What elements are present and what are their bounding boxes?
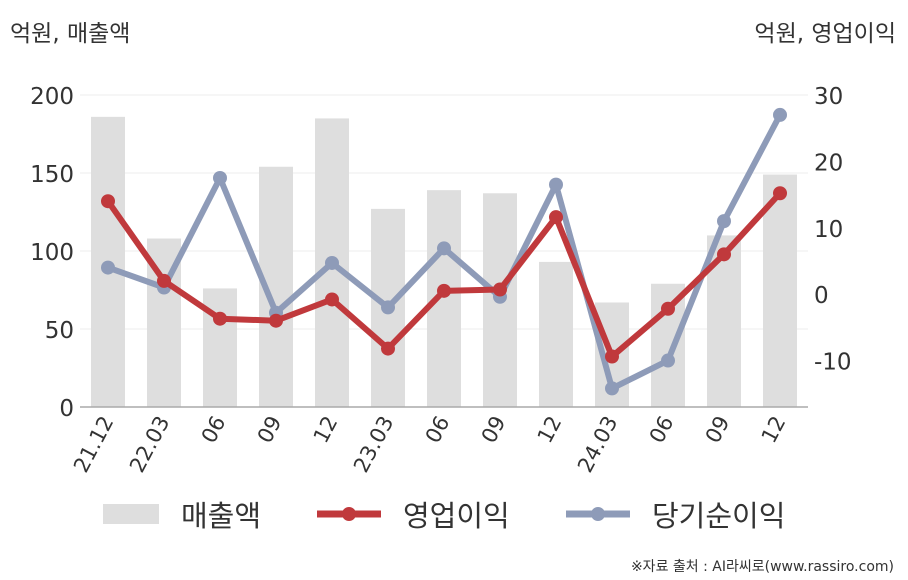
net-income-point [325, 255, 339, 270]
net-income-point [549, 177, 563, 192]
revenue-bar [203, 288, 237, 407]
left-tick-label: 50 [45, 318, 74, 344]
right-tick-label: 20 [814, 150, 843, 176]
x-tick-label: 12 [309, 412, 343, 447]
net-income-point [661, 353, 675, 368]
net-income-point [381, 300, 395, 315]
left-tick-label: 150 [30, 162, 74, 188]
legend-bar-swatch [103, 504, 159, 524]
right-tick-label: 10 [814, 217, 843, 243]
net-income-point [101, 260, 115, 275]
operating-profit-point [101, 194, 115, 209]
left-tick-label: 100 [30, 240, 74, 266]
x-tick-label: 06 [645, 412, 679, 447]
revenue-bar [539, 261, 573, 407]
operating-profit-point [157, 273, 171, 288]
x-tick-label: 06 [421, 412, 455, 447]
operating-profit-point [381, 341, 395, 356]
operating-profit-point [325, 292, 339, 307]
x-tick-label: 12 [533, 412, 567, 447]
net-income-point [773, 107, 787, 122]
operating-profit-point [661, 301, 675, 316]
right-tick-label: 30 [814, 84, 843, 110]
net-income-point [605, 381, 619, 396]
legend-item-net-income: 당기순이익 [566, 492, 785, 536]
x-tick-label: 09 [253, 412, 287, 447]
revenue-bar [763, 174, 797, 407]
legend-label-net-income: 당기순이익 [652, 499, 786, 533]
x-tick-label: 06 [197, 412, 231, 447]
legend-line-swatch-red [317, 507, 381, 521]
net-income-point [717, 214, 731, 229]
legend-item-operating-profit: 영업이익 [317, 492, 510, 536]
operating-profit-point [605, 349, 619, 364]
operating-profit-point [269, 313, 283, 328]
left-tick-label: 0 [59, 396, 74, 422]
revenue-bar [427, 190, 461, 407]
net-income-point [437, 241, 451, 256]
right-axis-unit: 억원, 영업이익 [754, 21, 896, 47]
x-tick-label: 09 [701, 412, 735, 447]
x-tick-label: 23.03 [349, 412, 398, 476]
right-tick-label: 0 [814, 283, 829, 309]
x-tick-label: 24.03 [573, 412, 622, 476]
legend-item-revenue: 매출액 [103, 492, 261, 536]
operating-profit-point [549, 210, 563, 225]
right-tick-label: -10 [814, 350, 852, 376]
x-tick-label: 21.12 [69, 412, 118, 476]
operating-profit-point [773, 186, 787, 201]
operating-profit-point [493, 282, 507, 297]
net-income-point [213, 170, 227, 185]
legend-label-revenue: 매출액 [181, 499, 262, 533]
legend-label-operating-profit: 영업이익 [403, 499, 510, 533]
left-tick-label: 200 [30, 84, 74, 110]
legend-line-swatch-blue [566, 507, 630, 521]
operating-profit-point [437, 283, 451, 298]
x-tick-label: 22.03 [125, 412, 174, 476]
source-note: ※자료 출처 : AI라씨로(www.rassiro.com) [630, 559, 894, 575]
x-tick-label: 12 [757, 412, 791, 447]
left-axis-unit: 억원, 매출액 [10, 21, 131, 47]
operating-profit-point [717, 247, 731, 262]
operating-profit-point [213, 311, 227, 326]
x-tick-label: 09 [477, 412, 511, 447]
legend: 매출액 영업이익 당기순이익 [0, 492, 908, 536]
